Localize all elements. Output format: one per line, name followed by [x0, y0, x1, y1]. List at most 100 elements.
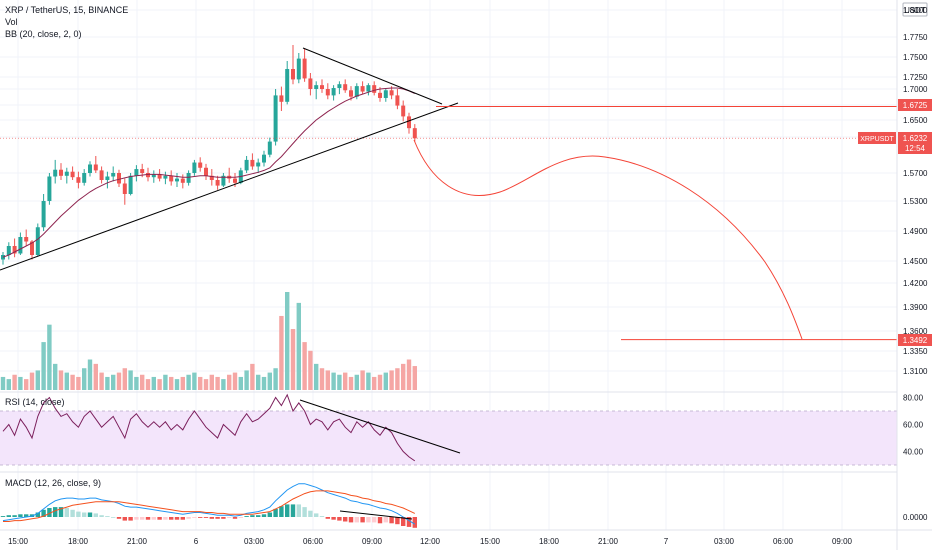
candle-body: [320, 85, 324, 89]
candle-body: [117, 173, 121, 184]
macd-histogram-bar: [273, 508, 278, 517]
macd-histogram-bar: [128, 517, 133, 521]
vol-legend[interactable]: Vol: [5, 17, 18, 27]
macd-histogram-bar: [319, 516, 325, 517]
macd-histogram-bar: [203, 517, 209, 518]
ascending-trendline: [0, 102, 459, 271]
volume-bar: [256, 374, 261, 390]
macd-histogram-bar: [383, 517, 388, 523]
price-tick-label: 1.7750: [903, 33, 928, 42]
volume-bar: [145, 379, 151, 390]
volume-bar: [6, 379, 11, 390]
price-tick-label: 1.4900: [903, 227, 928, 236]
volume-bar: [221, 379, 226, 390]
candle-body: [192, 162, 197, 173]
volume-bar: [227, 374, 232, 390]
candle-body: [169, 175, 174, 182]
candle-body: [407, 116, 411, 129]
volume-bar: [174, 379, 180, 390]
macd-histogram-bar: [314, 513, 319, 517]
rsi-tick-label: 80.00: [903, 394, 924, 403]
candle-body: [401, 105, 406, 117]
price-tick-label: 1.3100: [903, 367, 928, 376]
candle-body: [128, 175, 133, 194]
macd-histogram-bar: [64, 508, 69, 517]
candle-body: [64, 171, 69, 176]
macd-histogram-bar: [41, 509, 46, 517]
macd-histogram-bar: [395, 517, 400, 525]
candle-body: [262, 154, 266, 163]
volume-bar: [377, 374, 383, 390]
macd-histogram-bar: [389, 517, 394, 524]
volume-bar: [203, 379, 209, 390]
rsi-band: [0, 410, 897, 466]
volume-bar: [308, 350, 313, 390]
macd-histogram-bar: [105, 516, 110, 517]
volume-bar: [82, 368, 87, 390]
macd-histogram-bar: [354, 517, 359, 523]
macd-histogram-bar: [372, 517, 377, 523]
candle-body: [372, 85, 377, 93]
candle-body: [343, 84, 348, 91]
volume-bar: [76, 376, 81, 390]
candle-body: [82, 173, 87, 183]
volume-bar: [64, 372, 69, 390]
macd-histogram-bar: [24, 514, 29, 517]
candle-body: [122, 183, 127, 194]
macd-histogram-bar: [290, 504, 296, 517]
volume-bar: [128, 370, 133, 390]
macd-histogram-bar: [348, 517, 354, 523]
macd-histogram-bar: [53, 507, 58, 517]
time-tick-label: 06:00: [303, 537, 324, 546]
rsi-tick-label: 40.00: [903, 448, 924, 457]
macd-histogram-bar: [261, 514, 267, 517]
candle-body: [250, 159, 255, 167]
volume-bar: [53, 363, 58, 390]
volume-bar: [122, 368, 127, 390]
macd-legend[interactable]: MACD (12, 26, close, 9): [5, 478, 101, 488]
candle-body: [1, 255, 5, 260]
time-axis-labels[interactable]: 15:00 18:00 21:00 6 03:00 06:00 09:00 12:00 15:0…: [8, 537, 853, 546]
volume-bar: [302, 342, 307, 390]
volume-bar: [372, 376, 377, 390]
volume-bar: [93, 363, 98, 390]
volume-bar: [314, 363, 319, 390]
candle-body: [291, 69, 295, 80]
candle-body: [395, 95, 400, 106]
macd-histogram-bar: [325, 517, 330, 519]
volume-bar: [0, 376, 6, 390]
volume-bar: [273, 368, 278, 390]
candle-body: [93, 164, 98, 171]
candle-body: [360, 86, 365, 92]
macd-histogram-bar: [377, 517, 383, 524]
time-tick-label: 09:00: [362, 537, 383, 546]
candle-body: [331, 88, 336, 96]
volume-bar: [319, 368, 325, 390]
candle-body: [354, 86, 359, 97]
macd-histogram-bar: [337, 517, 342, 521]
volume-bar: [105, 376, 110, 390]
currency-box[interactable]: [902, 2, 928, 17]
macd-histogram-bar: [267, 512, 272, 517]
volume-bar: [209, 374, 214, 390]
symbol-title[interactable]: XRP / TetherUS, 15, BINANCE: [5, 5, 128, 15]
bb-legend[interactable]: BB (20, close, 2, 0): [5, 29, 82, 39]
candle-body: [296, 58, 301, 80]
volume-bar: [366, 372, 371, 390]
macd-histogram-bar: [76, 511, 81, 517]
candle-body: [6, 246, 11, 255]
candle-body: [151, 174, 156, 178]
volume-bar: [250, 363, 255, 390]
rsi-legend[interactable]: RSI (14, close): [5, 397, 65, 407]
price-axis-ticks[interactable]: 1.80001.77501.75001.72501.70001.67501.65…: [903, 6, 928, 376]
bb-basis-line: [2, 87, 416, 258]
last-price-label: XRPUSDT 1.6232 12:54: [858, 132, 932, 154]
volume-bar: [180, 376, 185, 390]
drawings[interactable]: [0, 47, 897, 520]
volume-bar: [186, 374, 191, 390]
candle-body: [180, 178, 185, 183]
volume-bar: [87, 359, 93, 390]
time-tick-label: 18:00: [68, 537, 89, 546]
